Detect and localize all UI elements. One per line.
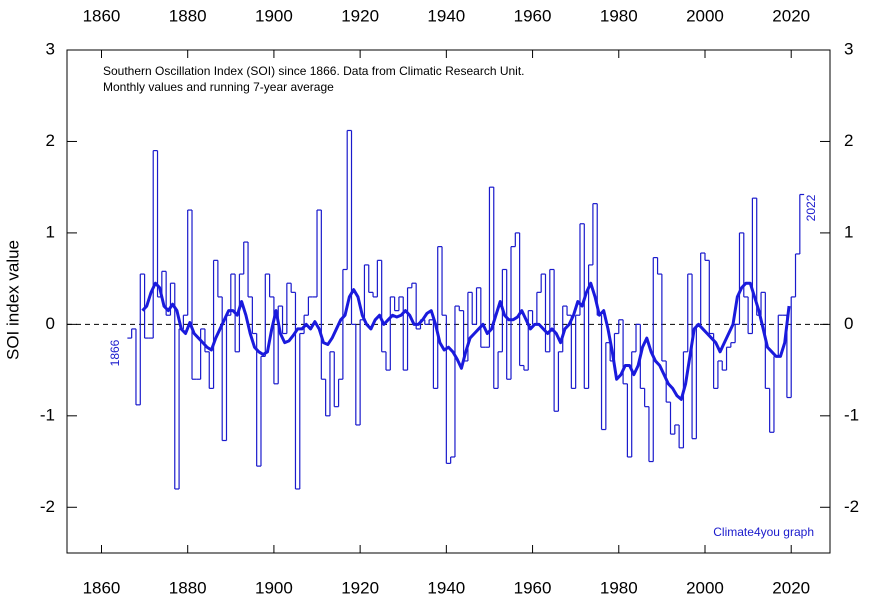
y-tick-label: -1 [40,405,55,424]
x-tick-label-top: 1860 [83,6,121,25]
y-tick-label-right: 0 [844,314,853,333]
x-tick-label-top: 2020 [772,6,810,25]
y-tick-label: -2 [40,497,55,516]
x-tick-label: 1920 [341,578,379,597]
x-tick-label-top: 1980 [600,6,638,25]
x-tick-label-top: 1880 [169,6,207,25]
x-tick-label-top: 1900 [255,6,293,25]
x-tick-label: 1860 [83,578,121,597]
x-tick-label: 1980 [600,578,638,597]
y-tick-label-right: 2 [844,131,853,150]
chart-title: Southern Oscillation Index (SOI) since 1… [103,64,525,78]
y-tick-label: 1 [46,222,55,241]
chart-subtitle: Monthly values and running 7-year averag… [103,80,334,94]
x-tick-label-top: 1920 [341,6,379,25]
y-tick-label-right: -1 [844,405,859,424]
x-tick-label-top: 2000 [686,6,724,25]
y-tick-label: 0 [46,314,55,333]
x-tick-label: 2020 [772,578,810,597]
y-tick-label-right: 1 [844,222,853,241]
plot-frame [66,49,831,554]
credit: Climate4you graph [713,525,814,539]
x-tick-label: 1880 [169,578,207,597]
x-tick-label-top: 1960 [514,6,552,25]
average-line [141,281,791,401]
y-tick-label: 3 [46,39,55,58]
x-tick-label-top: 1940 [427,6,465,25]
y-axis-label: SOI index value [3,240,22,360]
end-year-label: 2022 [804,194,818,221]
x-tick-label: 2000 [686,578,724,597]
x-tick-label: 1960 [514,578,552,597]
start-year-label: 1866 [108,339,122,366]
y-tick-label-right: 3 [844,39,853,58]
x-tick-label: 1940 [427,578,465,597]
y-tick-label-right: -2 [844,497,859,516]
y-tick-label: 2 [46,131,55,150]
x-tick-label: 1900 [255,578,293,597]
